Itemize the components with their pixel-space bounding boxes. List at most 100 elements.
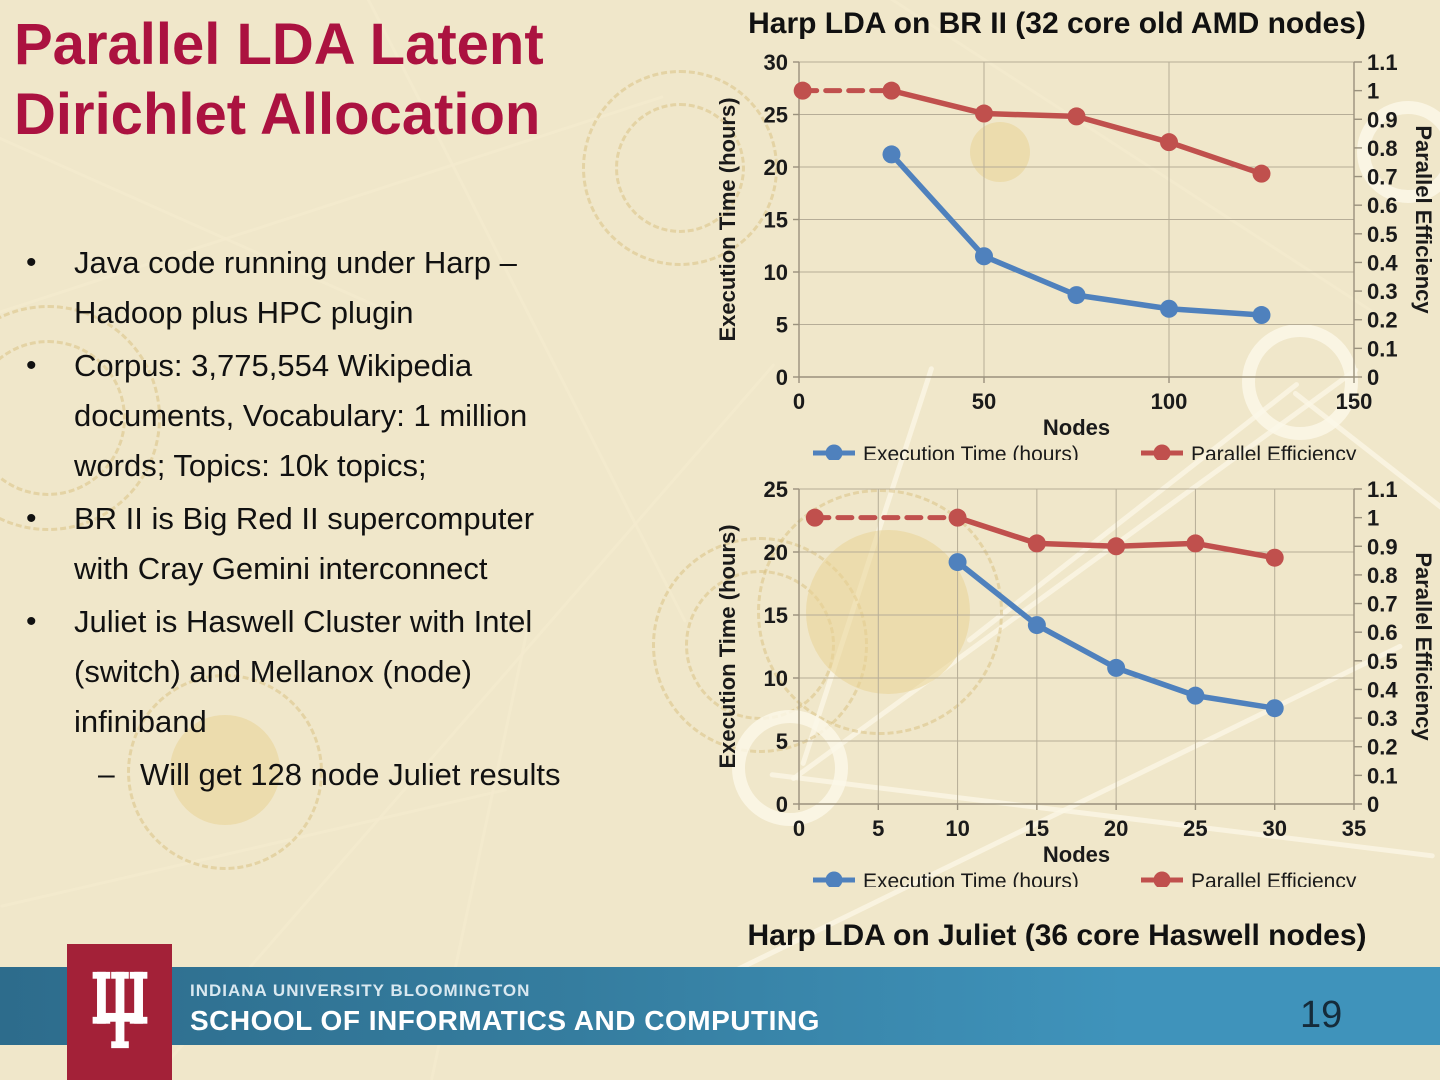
data-point — [1265, 699, 1284, 718]
y-right-tick-label: 0.8 — [1367, 563, 1398, 588]
data-point — [975, 247, 993, 266]
y-right-tick-label: 1.1 — [1367, 50, 1398, 75]
data-point — [1186, 686, 1205, 705]
chart-plot: 05101520253000.10.20.30.40.50.60.70.80.9… — [715, 50, 1436, 466]
chart2-juliet: 0 5 10 15 20 25 0 0.1 0.2 0.3 0.4 0.5 0.6 0.7 0.8 0.9 1 1… — [681, 477, 1436, 893]
data-point — [1160, 133, 1178, 152]
network-node — [970, 122, 1030, 182]
bullet-subitem: – Will get 128 node Juliet results — [98, 750, 696, 800]
legend — [813, 871, 1183, 889]
footer-text: INDIANA UNIVERSITY BLOOMINGTON SCHOOL OF… — [190, 981, 820, 1037]
slide-title: Parallel LDA Latent Dirichlet Allocation — [14, 12, 544, 147]
chart1-title: Harp LDA on BR II (32 core old AMD nodes… — [748, 7, 1366, 40]
x-tick-label: 25 — [1183, 816, 1207, 841]
bullet-marker: • — [26, 349, 37, 382]
y-left-tick-label: 20 — [764, 155, 788, 180]
bullet-marker: • — [26, 502, 37, 535]
page-number: 19 — [1300, 994, 1343, 1036]
data-point — [975, 104, 993, 123]
y-right-tick-label: 0.4 — [1367, 250, 1398, 275]
footer-university-name: INDIANA UNIVERSITY BLOOMINGTON — [190, 981, 531, 1000]
bullet-text: Java code running under Harp – Hadoop pl… — [74, 245, 517, 330]
y-left-tick-label: 0 — [776, 792, 788, 817]
chart2-title: Harp LDA on Juliet (36 core Haswell node… — [747, 919, 1367, 952]
x-tick-label: 0 — [793, 389, 805, 414]
x-tick-label: 5 — [872, 816, 884, 841]
y-right-tick-label: 0.9 — [1367, 534, 1398, 559]
y-right-tick-label: 0.8 — [1367, 136, 1398, 161]
data-point — [1027, 616, 1046, 635]
bullet-item: • Juliet is Haswell Cluster with Intel (… — [26, 597, 696, 747]
y-axis-title-left: Execution Time (hours) — [715, 97, 740, 341]
footer-school-name: SCHOOL OF INFORMATICS AND COMPUTING — [190, 1005, 820, 1036]
y-right-tick-label: 0.3 — [1367, 706, 1398, 731]
legend-label: Parallel Efficiency — [1191, 870, 1357, 887]
axes — [793, 488, 1362, 810]
bullet-item: • Corpus: 3,775,554 Wikipedia documents,… — [26, 341, 696, 491]
series-execution-time — [882, 145, 1271, 325]
y-axis-title-right: Parallel Efficiency — [1411, 552, 1433, 741]
bullet-marker: • — [26, 605, 37, 638]
x-tick-label: 0 — [793, 816, 805, 841]
y-right-tick-label: 0.5 — [1367, 649, 1398, 674]
x-tick-label: 10 — [945, 816, 969, 841]
data-point — [882, 81, 901, 100]
y-right-tick-label: 0 — [1367, 365, 1379, 390]
y-right-tick-label: 0.2 — [1367, 735, 1398, 760]
network-node — [170, 715, 280, 825]
gridlines — [799, 488, 1355, 804]
x-tick-label: 50 — [972, 389, 996, 414]
y-right-tick-label: 0.3 — [1367, 279, 1398, 304]
x-tick-label: 150 — [1336, 389, 1373, 414]
bullet-item: • BR II is Big Red II supercomputer with… — [26, 494, 696, 594]
y-left-tick-label: 15 — [764, 603, 788, 628]
y-right-tick-label: 0.5 — [1367, 222, 1398, 247]
bullet-text: BR II is Big Red II supercomputer with C… — [74, 501, 535, 586]
series-parallel-efficiency — [793, 81, 1271, 183]
data-point — [793, 81, 812, 100]
y-right-tick-label: 1 — [1367, 506, 1379, 531]
bullet-marker: – — [98, 758, 115, 791]
y-left-tick-label: 5 — [776, 313, 788, 338]
x-tick-label: 35 — [1342, 816, 1366, 841]
y-left-tick-label: 15 — [764, 208, 788, 233]
network-ring — [127, 674, 323, 870]
legend-label: Parallel Efficiency — [1191, 443, 1357, 460]
y-right-tick-label: 0.6 — [1367, 620, 1398, 645]
y-left-tick-label: 25 — [764, 477, 788, 502]
data-point — [1107, 658, 1126, 677]
legend-label: Execution Time (hours) — [863, 443, 1079, 460]
x-tick-label: 20 — [1104, 816, 1128, 841]
y-left-tick-label: 25 — [764, 103, 788, 128]
network-ring — [757, 489, 1003, 735]
chart-plot: 0 5 10 15 20 25 0 0.1 0.2 0.3 0.4 0.5 0.6 0.7 0.8 0.9 1 1… — [715, 477, 1436, 893]
x-tick-label: 30 — [1262, 816, 1286, 841]
data-point — [805, 508, 824, 527]
y-right-tick-label: 0 — [1367, 792, 1379, 817]
x-axis-title: Nodes — [1043, 415, 1110, 440]
x-tick-label: 15 — [1025, 816, 1049, 841]
charts-panel: Harp LDA on BR II (32 core old AMD nodes… — [681, 2, 1436, 958]
chart1-brii: 0 5 10 15 20 25 30 0 0.1 0.2 0.3 0.4 0.5 0.6 0.7 0.8 0.9… — [681, 50, 1436, 466]
iu-logo — [67, 944, 172, 1080]
y-right-tick-label: 0.2 — [1367, 308, 1398, 333]
data-point — [1160, 299, 1178, 318]
iu-trident-icon — [92, 971, 147, 1049]
y-right-tick-label: 0.1 — [1367, 763, 1398, 788]
x-axis-title: Nodes — [1043, 842, 1110, 867]
x-tick-label: 100 — [1151, 389, 1188, 414]
bullet-text: Corpus: 3,775,554 Wikipedia documents, V… — [74, 348, 528, 483]
y-right-tick-label: 1 — [1367, 79, 1379, 104]
y-right-tick-label: 0.6 — [1367, 193, 1398, 218]
bullet-item: • Java code running under Harp – Hadoop … — [26, 238, 696, 338]
y-left-tick-label: 0 — [776, 365, 788, 390]
legend-label: Execution Time (hours) — [863, 870, 1079, 887]
y-right-tick-label: 1.1 — [1367, 477, 1398, 502]
y-axis-title-right: Parallel Efficiency — [1411, 125, 1433, 314]
series-execution-time — [948, 553, 1284, 718]
data-point — [882, 145, 901, 164]
data-point — [1107, 537, 1126, 556]
bullet-text: Juliet is Haswell Cluster with Intel (sw… — [74, 604, 533, 739]
